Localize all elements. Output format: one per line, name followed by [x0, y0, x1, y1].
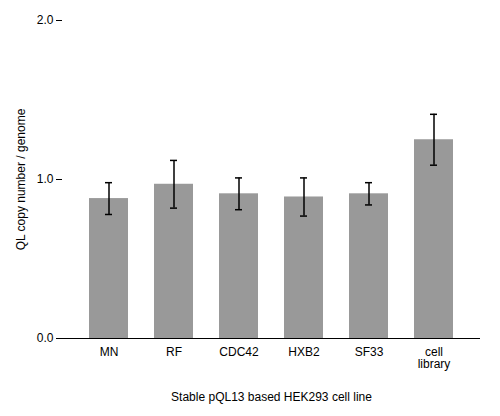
svg-text:RF: RF: [166, 345, 182, 359]
svg-text:SF33: SF33: [355, 345, 384, 359]
svg-text:1.0: 1.0: [37, 172, 54, 186]
svg-text:CDC42: CDC42: [219, 345, 259, 359]
svg-text:celllibrary: celllibrary: [418, 345, 451, 371]
svg-text:Stable pQL13 based HEK293 cell: Stable pQL13 based HEK293 cell line: [171, 390, 372, 404]
svg-text:0.0: 0.0: [37, 331, 54, 345]
svg-text:HXB2: HXB2: [288, 345, 320, 359]
svg-text:QL copy number / genome: QL copy number / genome: [14, 108, 28, 250]
svg-text:MN: MN: [100, 345, 119, 359]
svg-text:2.0: 2.0: [37, 13, 54, 27]
